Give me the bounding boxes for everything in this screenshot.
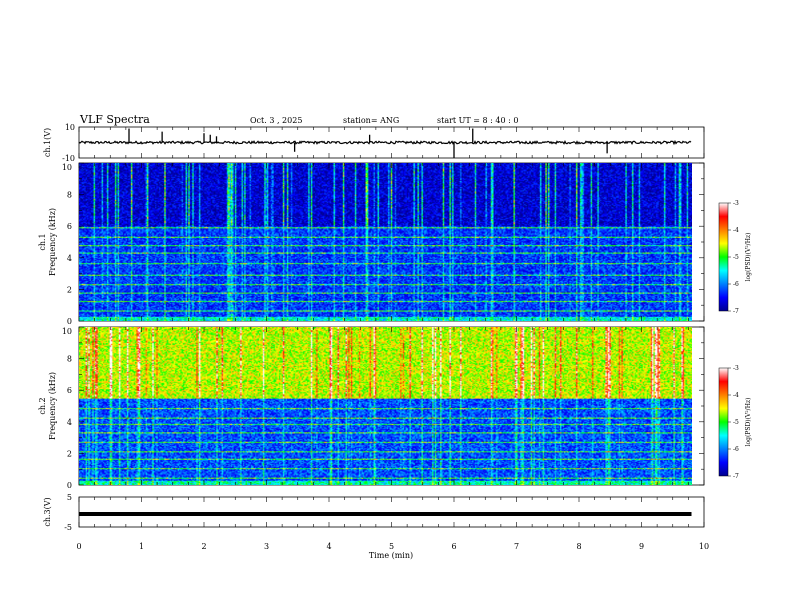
x-tick-label-5: 5 <box>389 542 394 551</box>
x-tick-label-8: 8 <box>576 542 581 551</box>
ch3-ytick-top: 5 <box>67 493 72 502</box>
ch1-waveform-ticks <box>78 127 705 158</box>
ch1-ylabel: ch.1(V) <box>43 128 52 157</box>
ch1-spec-ylabel-channel: ch.1 <box>38 233 47 250</box>
station-label: station= ANG <box>343 116 399 125</box>
x-axis-label: Time (min) <box>369 551 413 560</box>
ch1-colorbar-gradient <box>718 202 729 312</box>
x-tick-label-9: 9 <box>639 542 644 551</box>
ch1-colorbar-label: log(PSD)(V²/Hz) <box>745 233 752 282</box>
ch2-colorbar-label: log(PSD)(V²/Hz) <box>745 398 752 447</box>
x-tick-label-6: 6 <box>451 542 456 551</box>
ch1-spectrogram-ticks <box>78 162 705 322</box>
ch1-waveform-panel: 10 -10 ch.1(V) <box>43 123 705 163</box>
x-tick-label-7: 7 <box>514 542 519 551</box>
ch2-cb-tick-minus7: -7 <box>733 473 739 480</box>
chart-title: VLF Spectra <box>79 113 150 126</box>
ch2-cb-tick-minus4: -4 <box>733 392 739 399</box>
ch2-spec-ylabel-channel: ch.2 <box>38 397 47 414</box>
ch1-spec-ytick-4: 4 <box>67 254 72 263</box>
ch2-spectrogram-image <box>79 327 692 485</box>
ch1-spec-ytick-0: 0 <box>67 317 72 326</box>
ch3-ylabel: ch.3(V) <box>43 497 52 526</box>
date-label: Oct. 3 , 2025 <box>250 116 302 125</box>
ch1-spec-ytick-10: 10 <box>62 163 72 172</box>
ch1-waveform-trace <box>78 128 692 158</box>
ch1-spectrogram-panel: 0 2 4 6 8 10 ch.1 Frequency (kHz) <box>38 162 705 326</box>
ch2-spectrogram-ticks <box>78 326 705 486</box>
ch3-waveform-panel: 5 -5 ch.3(V) <box>43 493 705 532</box>
ch2-spec-ytick-2: 2 <box>67 449 72 458</box>
ch2-cb-tick-minus6: -6 <box>733 446 739 453</box>
ch2-spec-ytick-4: 4 <box>67 418 72 427</box>
ch1-spec-ytick-2: 2 <box>67 285 72 294</box>
ch2-spec-ytick-8: 8 <box>67 355 72 364</box>
x-tick-label-3: 3 <box>264 542 269 551</box>
ch1-colorbar: -3 -4 -5 -6 -7 log(PSD)(V²/Hz) <box>718 200 752 315</box>
ch2-colorbar-gradient <box>718 367 729 477</box>
ch3-ytick-bottom: -5 <box>64 523 72 532</box>
ch1-cb-tick-minus3: -3 <box>733 200 739 207</box>
ch2-colorbar: -3 -4 -5 -6 -7 log(PSD)(V²/Hz) <box>718 365 752 480</box>
x-tick-label-2: 2 <box>201 542 206 551</box>
ch2-spec-ytick-6: 6 <box>67 386 72 395</box>
start-time-label: start UT = 8 : 40 : 0 <box>437 116 518 125</box>
ch1-spec-ytick-6: 6 <box>67 222 72 231</box>
x-tick-label-1: 1 <box>139 542 144 551</box>
ch1-spec-ylabel-frequency: Frequency (kHz) <box>48 208 57 276</box>
ch2-spectrogram-panel: 0 2 4 6 8 10 ch.2 Frequency (kHz) <box>38 326 705 490</box>
ch2-spec-ytick-0: 0 <box>67 481 72 490</box>
ch1-spectrogram-image <box>79 163 692 321</box>
x-tick-label-10: 10 <box>699 542 709 551</box>
ch1-cb-tick-minus7: -7 <box>733 308 739 315</box>
ch1-cb-tick-minus5: -5 <box>733 254 739 261</box>
x-tick-label-0: 0 <box>76 542 81 551</box>
ch1-ytick-bottom: -10 <box>62 154 75 163</box>
ch3-waveform-ticks <box>78 497 705 527</box>
ch2-spec-ytick-10: 10 <box>62 327 72 336</box>
ch1-cb-tick-minus4: -4 <box>733 227 739 234</box>
ch2-spec-ylabel-frequency: Frequency (kHz) <box>48 372 57 440</box>
x-tick-label-4: 4 <box>326 542 331 551</box>
x-axis-tick-labels: 0 1 2 3 4 5 6 7 8 9 10 <box>76 542 709 551</box>
ch1-cb-tick-minus6: -6 <box>733 281 739 288</box>
ch2-cb-tick-minus3: -3 <box>733 365 739 372</box>
ch1-spec-ytick-8: 8 <box>67 191 72 200</box>
ch1-noise-trace <box>78 139 692 146</box>
ch1-ytick-top: 10 <box>65 123 75 132</box>
ch2-cb-tick-minus5: -5 <box>733 419 739 426</box>
